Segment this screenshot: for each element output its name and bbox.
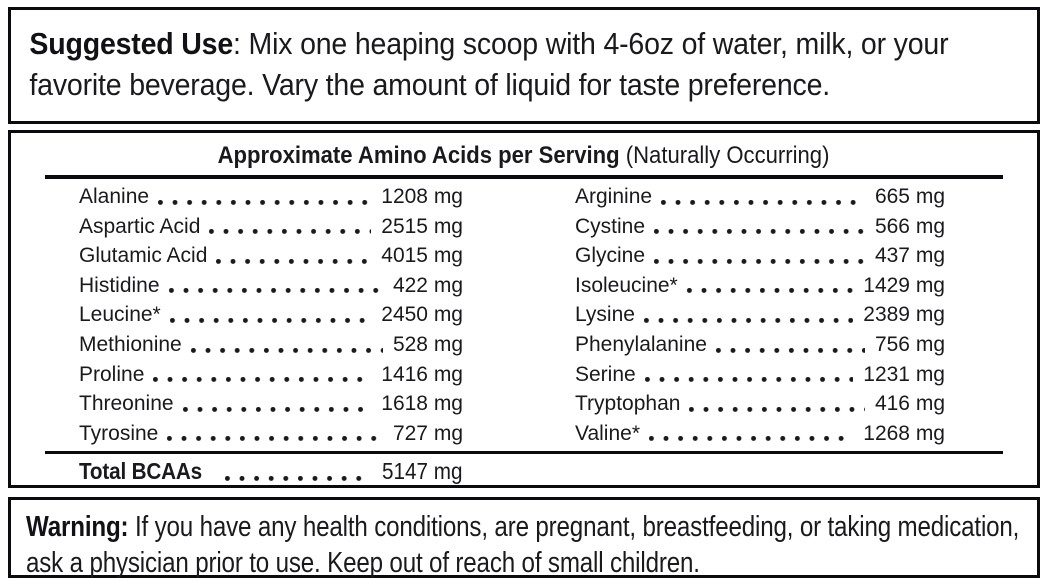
suggested-use-label: Suggested Use xyxy=(29,26,234,61)
amino-name: Histidine xyxy=(79,273,160,297)
amino-value: 4015 mg xyxy=(381,244,463,268)
amino-name: Arginine xyxy=(575,185,653,208)
amino-name: Threonine xyxy=(79,392,174,416)
amino-name: Valine* xyxy=(575,421,640,445)
amino-table-title-text: Approximate Amino Acids per Serving (Nat… xyxy=(218,142,830,170)
dot-leader xyxy=(180,389,372,419)
amino-name: Tyrosine xyxy=(79,421,159,445)
amino-name: Isoleucine* xyxy=(575,273,678,297)
amino-value: 2389 mg xyxy=(863,303,945,327)
amino-value: 2515 mg xyxy=(381,214,463,238)
header-divider xyxy=(45,175,1003,179)
amino-name: Glutamic Acid xyxy=(79,244,208,268)
amino-value: 416 mg xyxy=(874,392,945,416)
suggested-use-body: : Mix one heaping scoop with 4-6oz of wa… xyxy=(29,26,949,102)
amino-table-title-note: (Naturally Occurring) xyxy=(620,142,830,169)
amino-value: 665 mg xyxy=(874,185,945,208)
amino-row: Tyrosine 727 mg xyxy=(79,418,463,449)
amino-row: Aspartic Acid 2515 mg xyxy=(79,211,463,242)
amino-acids-section: Approximate Amino Acids per Serving (Nat… xyxy=(8,130,1040,489)
amino-value: 422 mg xyxy=(392,273,463,297)
amino-row: Leucine* 2450 mg xyxy=(79,300,463,330)
warning-label: Warning: xyxy=(25,511,129,543)
dot-leader xyxy=(647,418,854,449)
dot-leader xyxy=(156,182,372,212)
dot-leader xyxy=(659,182,865,212)
amino-name: Serine xyxy=(575,362,636,386)
amino-row: Lysine 2389 mg xyxy=(575,300,945,330)
dot-leader xyxy=(188,329,383,360)
warning-body: If you have any health conditions, are p… xyxy=(25,511,1020,579)
amino-name: Phenylalanine xyxy=(575,332,707,356)
amino-row: Arginine 665 mg xyxy=(575,182,945,212)
amino-table-title-bold: Approximate Amino Acids per Serving xyxy=(218,142,621,169)
dot-leader xyxy=(641,300,854,330)
dot-leader xyxy=(652,241,865,271)
amino-column-left: Alanine 1208 mg Aspartic Acid 2515 mg Gl… xyxy=(79,182,463,449)
amino-row: Glycine 437 mg xyxy=(575,241,945,271)
amino-value: 756 mg xyxy=(874,332,945,356)
amino-name: Glycine xyxy=(575,244,646,268)
amino-name: Lysine xyxy=(575,303,635,327)
dot-leader xyxy=(713,329,865,360)
amino-row: Threonine 1618 mg xyxy=(79,389,463,419)
amino-name: Leucine* xyxy=(79,303,161,327)
amino-value: 437 mg xyxy=(874,244,945,268)
amino-row: Methionine 528 mg xyxy=(79,329,463,360)
amino-columns: Alanine 1208 mg Aspartic Acid 2515 mg Gl… xyxy=(11,182,1037,449)
dot-leader xyxy=(642,359,854,390)
amino-table-title: Approximate Amino Acids per Serving (Nat… xyxy=(11,133,1037,170)
dot-leader xyxy=(165,418,383,449)
amino-row: Histidine 422 mg xyxy=(79,270,463,301)
amino-value: 1416 mg xyxy=(381,362,463,386)
dot-leader xyxy=(214,241,372,271)
amino-row: Serine 1231 mg xyxy=(575,359,945,390)
warning-section: Warning: If you have any health conditio… xyxy=(8,497,1040,581)
dot-leader xyxy=(151,359,372,390)
amino-name: Aspartic Acid xyxy=(79,214,201,238)
amino-row: Proline 1416 mg xyxy=(79,359,463,390)
amino-row: Glutamic Acid 4015 mg xyxy=(79,241,463,271)
amino-value: 1231 mg xyxy=(863,362,945,386)
amino-name: Tryptophan xyxy=(575,392,681,416)
total-divider xyxy=(45,451,1003,455)
total-bcaas-row: Total BCAAs 5147 mg xyxy=(79,454,463,489)
amino-name: Cystine xyxy=(575,214,646,238)
amino-name: Proline xyxy=(79,362,145,386)
amino-row: Valine* 1268 mg xyxy=(575,418,945,449)
amino-row: Cystine 566 mg xyxy=(575,211,945,242)
dot-leader xyxy=(207,211,372,242)
amino-column-right: Arginine 665 mg Cystine 566 mg Glycine 4… xyxy=(575,182,945,449)
total-bcaas-value: 5147 mg xyxy=(382,458,463,485)
dot-leader xyxy=(167,300,372,330)
amino-name: Alanine xyxy=(79,185,150,208)
dot-leader xyxy=(684,270,854,301)
warning-text: Warning: If you have any health conditio… xyxy=(11,500,1037,581)
amino-row: Phenylalanine 756 mg xyxy=(575,329,945,360)
amino-value: 2450 mg xyxy=(381,303,463,327)
amino-value: 727 mg xyxy=(392,421,463,445)
amino-row: Alanine 1208 mg xyxy=(79,182,463,212)
amino-name: Methionine xyxy=(79,332,182,356)
dot-leader xyxy=(222,454,364,489)
dot-leader xyxy=(166,270,383,301)
suggested-use-section: Suggested Use: Mix one heaping scoop wit… xyxy=(8,7,1040,124)
total-bcaas-label: Total BCAAs xyxy=(79,458,202,485)
amino-value: 1429 mg xyxy=(863,273,945,297)
amino-row: Tryptophan 416 mg xyxy=(575,389,945,419)
dot-leader xyxy=(687,389,865,419)
amino-value: 566 mg xyxy=(874,214,945,238)
suggested-use-text: Suggested Use: Mix one heaping scoop wit… xyxy=(11,10,1035,105)
amino-value: 1618 mg xyxy=(381,392,463,416)
amino-row: Isoleucine* 1429 mg xyxy=(575,270,945,301)
amino-value: 1208 mg xyxy=(381,185,463,208)
amino-value: 1268 mg xyxy=(863,421,945,445)
amino-value: 528 mg xyxy=(392,332,463,356)
dot-leader xyxy=(652,211,865,242)
